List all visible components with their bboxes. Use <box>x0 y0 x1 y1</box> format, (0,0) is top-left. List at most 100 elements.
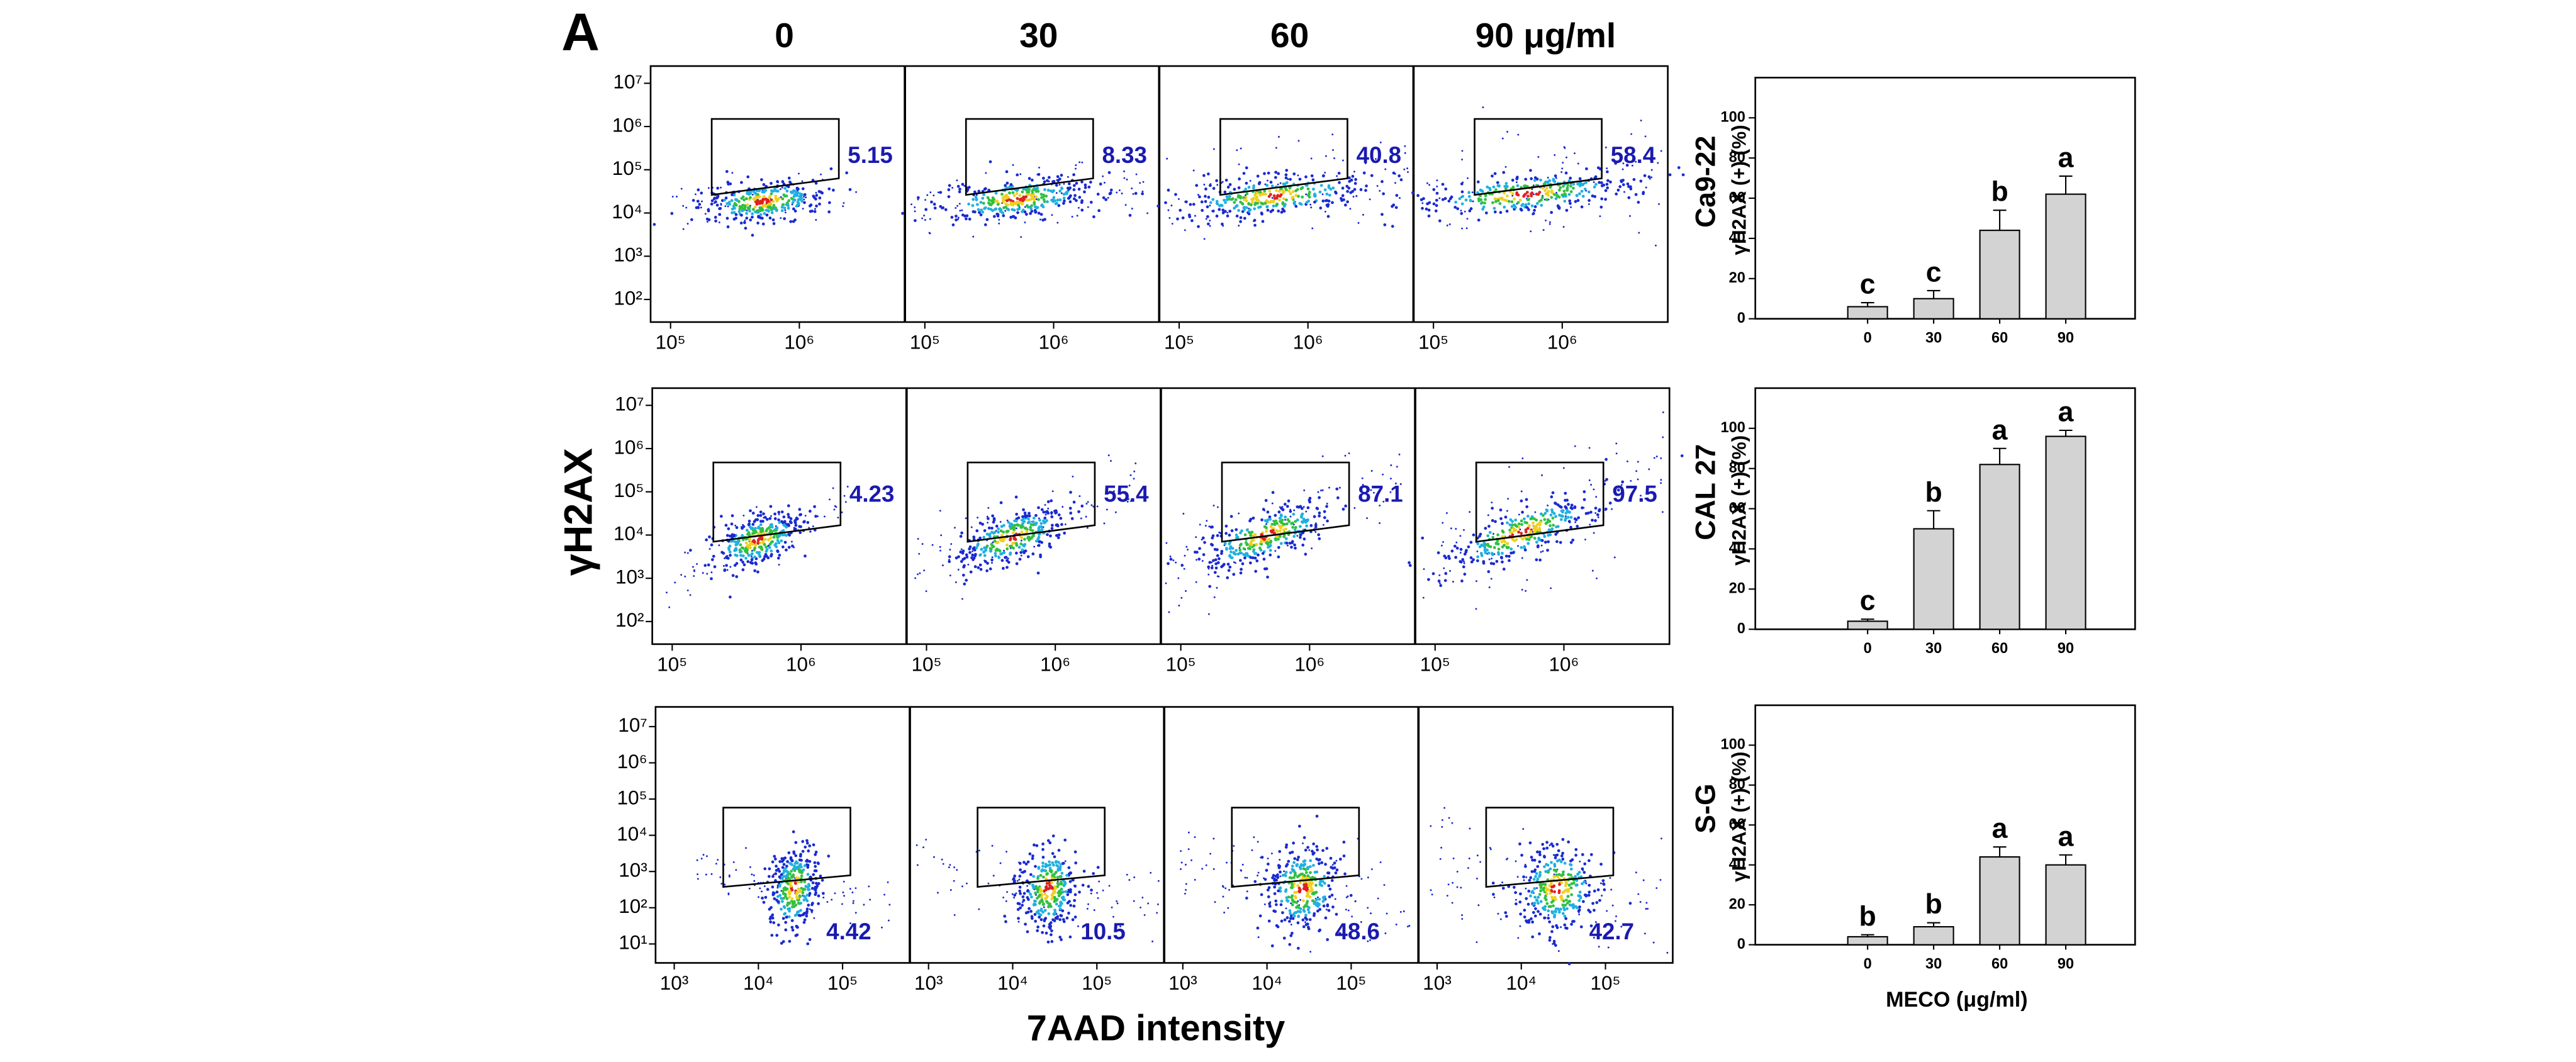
scatter-dot <box>1007 208 1011 211</box>
scatter-dot <box>1260 211 1263 215</box>
scatter-dot <box>1228 565 1232 569</box>
scatter-dot <box>1294 910 1298 914</box>
scatter-dot <box>1544 894 1547 898</box>
scatter-dot <box>781 533 785 537</box>
scatter-dot <box>1080 517 1082 520</box>
scatter-dot <box>1262 508 1265 511</box>
scatter-dot <box>1484 211 1488 215</box>
scatter-dot <box>1578 905 1581 908</box>
scatter-dot <box>1321 900 1325 903</box>
scatter-dot <box>944 208 948 211</box>
scatter-dot <box>1056 175 1060 179</box>
scatter-dot <box>1238 548 1242 552</box>
scatter-dot <box>1211 543 1214 547</box>
scatter-dot <box>1548 920 1552 924</box>
scatter-dot <box>1050 870 1053 874</box>
scatter-dot <box>787 532 791 536</box>
scatter-dot <box>1293 857 1297 861</box>
scatter-dot <box>1539 900 1543 903</box>
scatter-dot <box>1491 552 1494 556</box>
scatter-dot <box>1456 870 1459 873</box>
scatter-dot <box>771 893 775 897</box>
scatter-dot <box>1207 573 1210 576</box>
scatter-dot <box>1519 528 1521 531</box>
scatter-dot <box>1237 209 1240 212</box>
scatter-dot <box>705 538 708 542</box>
scatter-dot <box>1299 534 1302 537</box>
scatter-dot <box>1346 189 1349 193</box>
scatter-dot <box>1180 596 1183 599</box>
scatter-dot <box>783 856 787 860</box>
scatter-dot <box>1422 197 1425 201</box>
scatter-dot <box>1487 551 1491 555</box>
scatter-dot <box>791 905 794 908</box>
scatter-dot <box>1003 914 1007 918</box>
scatter-dot <box>1591 902 1594 905</box>
scatter-dot <box>1289 917 1292 920</box>
scatter-dot <box>1067 182 1071 186</box>
scatter-dot <box>1253 207 1257 211</box>
scatter-dot <box>768 517 772 520</box>
scatter-dot <box>1500 556 1504 560</box>
scatter-dot <box>1072 500 1076 504</box>
scatter-dot <box>804 554 807 558</box>
scatter-dot <box>958 203 961 205</box>
scatter-dot <box>1383 884 1386 886</box>
scatter-dot <box>1564 882 1568 886</box>
scatter-dot <box>782 515 786 518</box>
scatter-dot <box>992 215 996 218</box>
scatter-dot <box>994 554 997 558</box>
scatter-dot <box>1013 893 1017 897</box>
scatter-dot <box>1447 554 1450 558</box>
scatter-dot <box>1321 880 1324 883</box>
scatter-dot <box>1436 551 1440 554</box>
scatter-dot <box>1543 865 1546 868</box>
scatter-dot <box>1498 202 1502 205</box>
scatter-dot <box>1299 867 1302 871</box>
scatter-dot <box>1564 505 1567 508</box>
scatter-dot <box>1279 870 1282 874</box>
scatter-dot <box>1497 547 1501 551</box>
scatter-dot <box>768 545 771 549</box>
scatter-dot <box>1360 878 1363 880</box>
scatter-dot <box>1056 536 1060 539</box>
scatter-dot <box>1499 918 1502 920</box>
scatter-dot <box>1644 135 1647 138</box>
scatter-dot <box>1553 193 1556 196</box>
scatter-dot <box>1537 895 1540 899</box>
gate-percent: 5.15 <box>848 142 892 168</box>
scatter-dot <box>1520 490 1523 493</box>
scatter-dot <box>982 551 985 554</box>
scatter-dot <box>1184 554 1186 557</box>
scatter-dot <box>1016 173 1019 177</box>
scatter-dot <box>1011 208 1014 211</box>
scatter-dot <box>776 886 779 889</box>
scatter-dot <box>1565 187 1569 191</box>
scatter-dot <box>1352 196 1355 198</box>
scatter-dot <box>1593 195 1597 198</box>
scatter-dot <box>1045 881 1049 885</box>
scatter-dot <box>784 920 788 924</box>
scatter-dot <box>793 521 797 524</box>
scatter-dot <box>1073 898 1077 902</box>
scatter-dot <box>1338 932 1341 936</box>
scatter-dot <box>990 558 994 562</box>
scatter-dot <box>751 208 755 211</box>
scatter-dot <box>1243 198 1246 201</box>
scatter-dot <box>1177 198 1180 200</box>
scatter-dot <box>1060 174 1063 177</box>
scatter-dot <box>785 525 788 529</box>
scatter-dot <box>758 195 761 198</box>
scatter-dot <box>757 215 760 218</box>
scatter-dot <box>1471 191 1474 194</box>
scatter-dot <box>1273 879 1277 882</box>
scatter-dot <box>1053 888 1056 892</box>
scatter-dot <box>758 896 759 898</box>
scatter-dot <box>1269 199 1273 203</box>
scatter-dot <box>1077 510 1080 513</box>
scatter-dot <box>770 934 774 937</box>
scatter-dot <box>1312 842 1316 846</box>
scatter-dot <box>792 851 796 855</box>
scatter-dot <box>1447 883 1450 886</box>
scatter-dot <box>1592 569 1594 572</box>
